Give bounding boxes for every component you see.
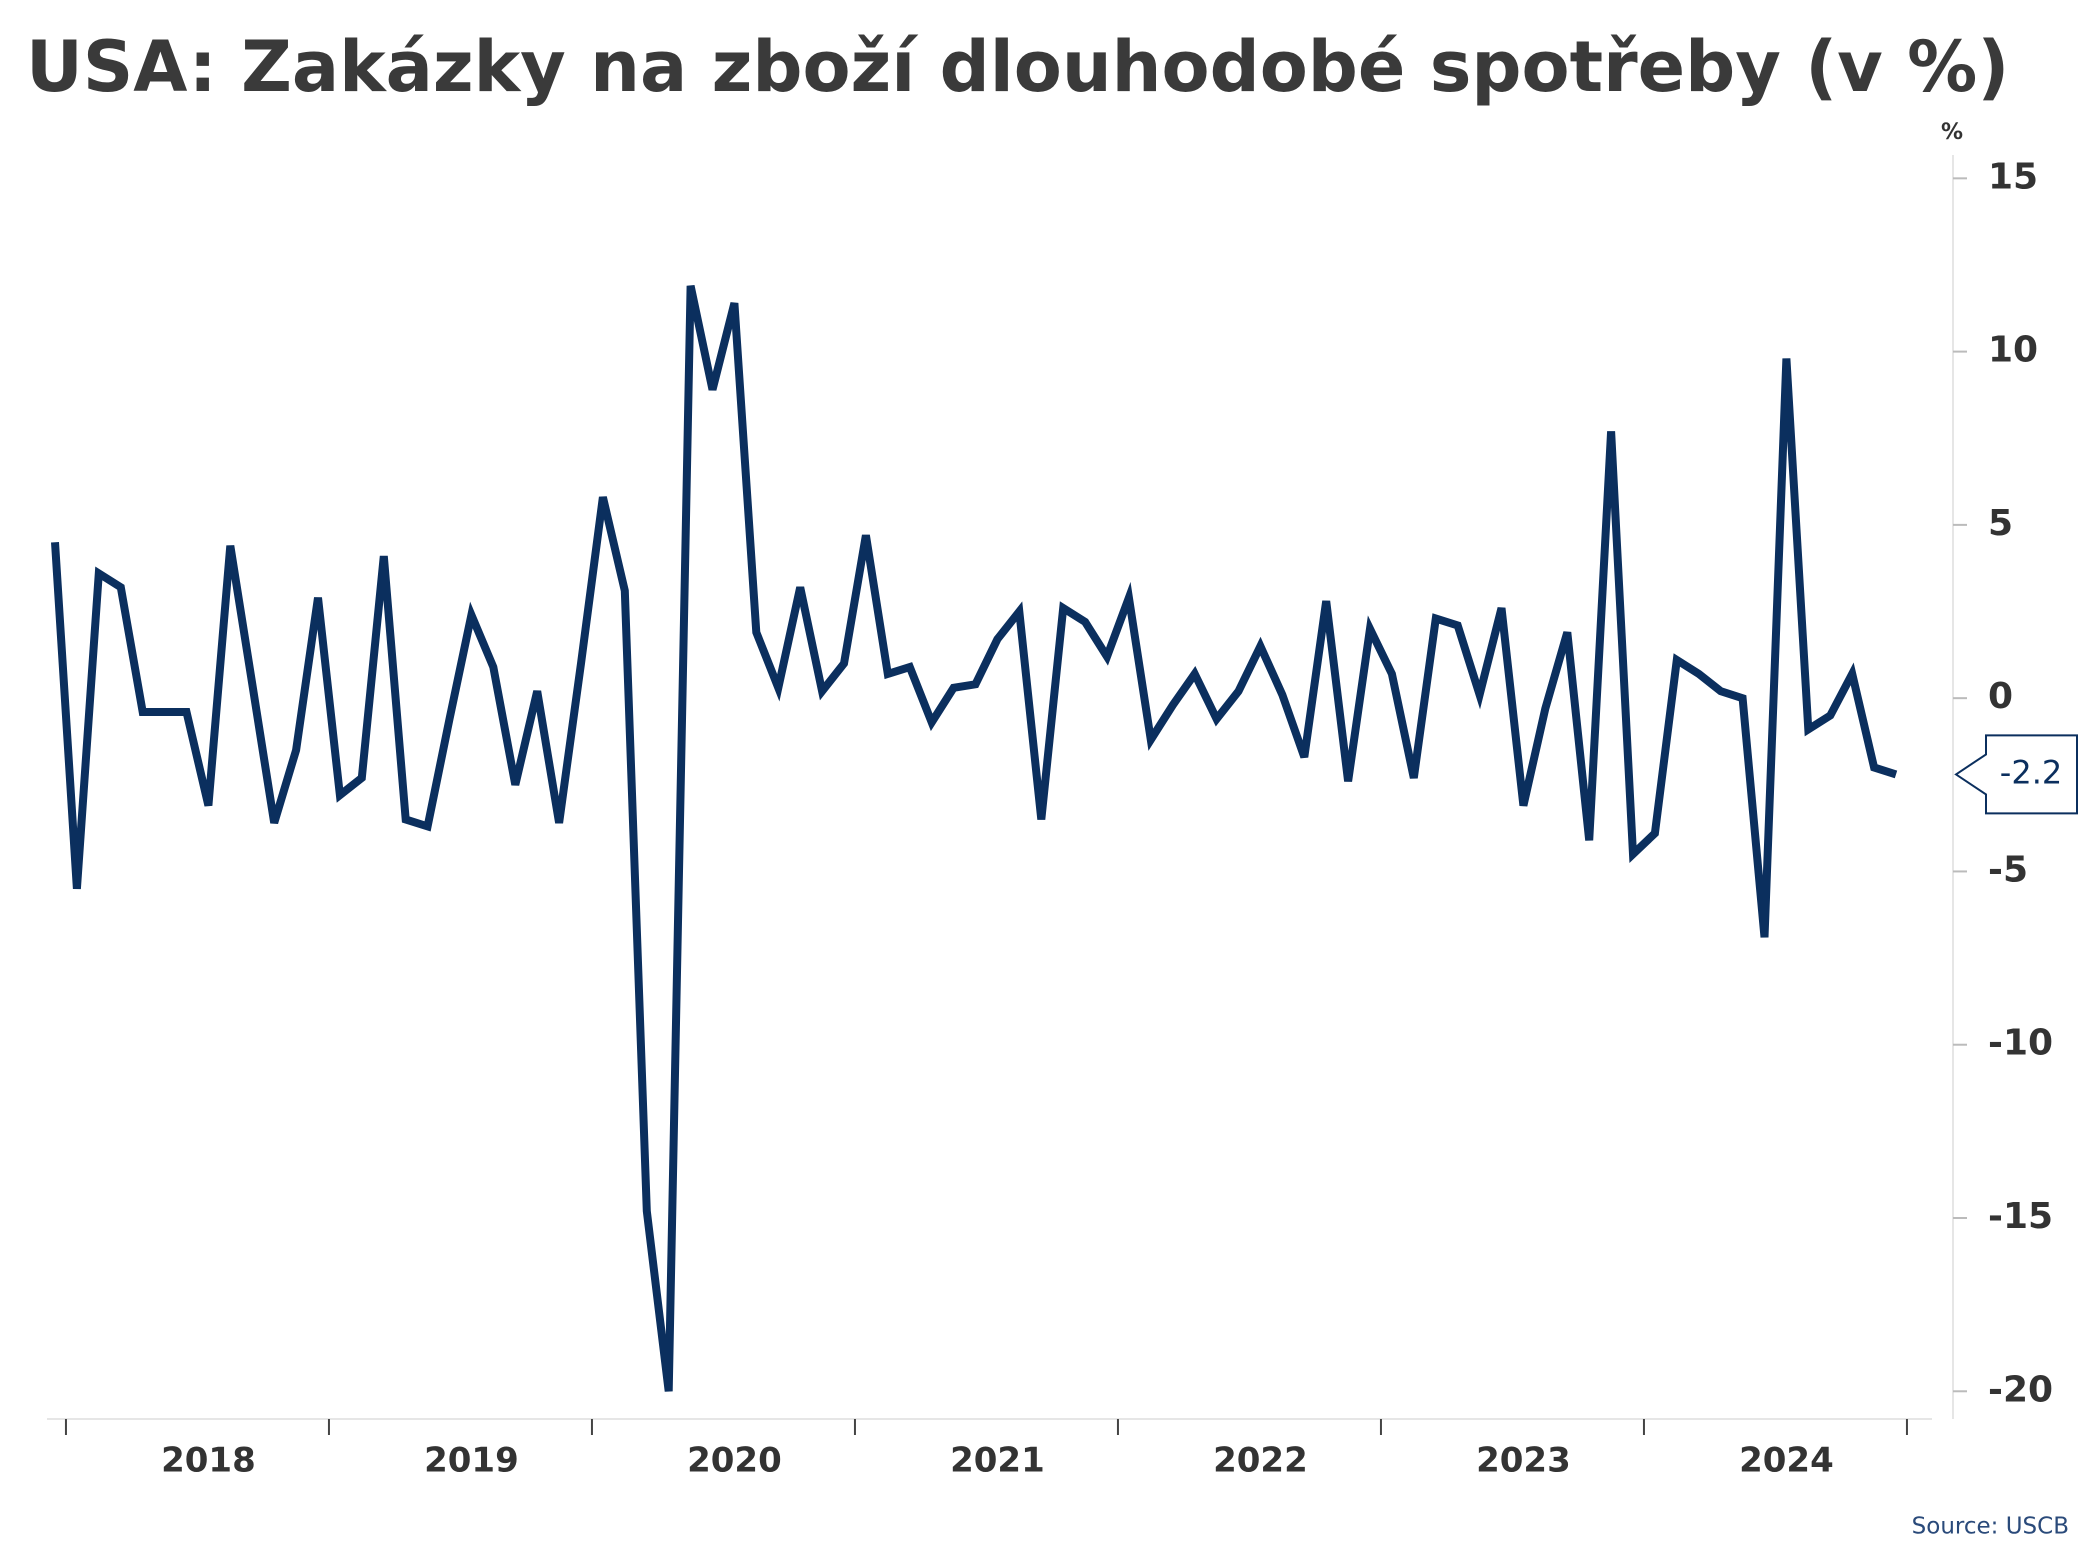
y-tick-label: -15 bbox=[1988, 1196, 2053, 1237]
y-tick-label: -20 bbox=[1988, 1369, 2053, 1410]
y-unit: % bbox=[1941, 120, 1963, 145]
source: Source: USCB bbox=[1912, 1514, 2069, 1540]
x-tick-label: 2020 bbox=[687, 1441, 782, 1481]
x-tick-label: 2021 bbox=[950, 1441, 1045, 1481]
x-tick-label: 2023 bbox=[1476, 1441, 1571, 1481]
x-tick-label: 2018 bbox=[161, 1441, 256, 1481]
y-tick-label: 15 bbox=[1988, 156, 2038, 197]
x-tick-label: 2022 bbox=[1213, 1441, 1308, 1481]
y-tick-label: -10 bbox=[1988, 1023, 2053, 1064]
x-tick-label: 2019 bbox=[424, 1441, 519, 1481]
value-callout bbox=[1954, 734, 2078, 815]
chart-title: USA: Zakázky na zboží dlouhodobé spotřeb… bbox=[26, 26, 2009, 108]
y-tick-label: 5 bbox=[1988, 503, 2013, 544]
data-line bbox=[51, 284, 1898, 1392]
y-tick-label: 0 bbox=[1988, 676, 2013, 717]
y-tick-label: -5 bbox=[1988, 849, 2028, 890]
y-tick-label: 10 bbox=[1988, 330, 2038, 371]
x-tick-label: 2024 bbox=[1739, 1441, 1834, 1481]
value-label: -2.2 bbox=[2000, 753, 2062, 791]
